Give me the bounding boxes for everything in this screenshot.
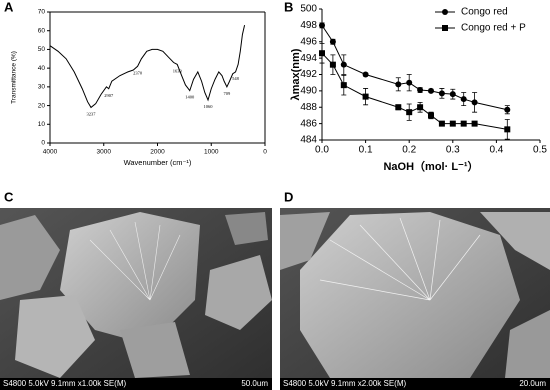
x-axis-label: NaOH（mol· L⁻¹） [383,160,478,173]
y-tick-label: 494 [300,53,317,64]
annotation: 1400 [185,95,195,100]
data-line [321,52,508,130]
image-caption: S4800 5.0kV 9.1mm x1.00k SE(M) [3,379,127,388]
y-tick-label: 490 [300,86,317,97]
data-point [471,99,478,106]
y-tick-label: 492 [300,69,317,80]
y-tick-label: 40 [38,65,46,72]
y-tick-label: 496 [300,36,317,47]
data-point [438,90,445,97]
x-tick-label: 0 [263,149,267,156]
data-line [321,25,508,111]
y-tick-label: 488 [300,102,317,113]
panel-label: D [284,189,293,204]
data-point [319,50,325,57]
data-point [428,87,434,94]
y-tick-label: 50 [38,46,46,53]
annotation: 709 [224,91,232,96]
annotation: 2907 [104,93,114,98]
y-axis-label: Transmittance (%) [11,51,18,104]
data-point [340,61,347,68]
y-tick-label: 20 [38,102,46,109]
y-tick-label: 498 [300,20,317,31]
sem-image [0,208,272,390]
data-point [471,120,478,127]
x-tick-label: 0.3 [446,145,460,156]
annotation: 2370 [133,70,143,75]
data-point [329,38,336,45]
image-caption: S4800 5.0kV 9.1mm x2.00k SE(M) [283,379,407,388]
x-tick-label: 2000 [150,149,165,156]
y-axis-label: λmax(nm) [290,48,302,100]
data-point [460,96,467,103]
data-point [438,120,445,127]
legend-marker [442,9,448,15]
scale-label: 20.0um [519,379,546,388]
data-point [449,120,456,127]
x-tick-label: 0.5 [533,145,547,156]
data-point [406,109,413,116]
x-tick-label: 1000 [204,149,219,156]
data-point [362,93,369,100]
data-point [406,79,413,86]
data-point [362,71,369,78]
x-tick-label: 0.0 [315,145,329,156]
panel-label: B [284,0,293,14]
data-point [504,106,511,113]
data-point [460,120,467,127]
x-tick-label: 0.2 [402,145,416,156]
legend-label: Congo red + P [461,23,526,34]
sem-image [280,208,550,390]
data-line [49,24,246,109]
legend-marker [442,25,448,31]
data-point [417,87,424,94]
y-tick-label: 484 [300,135,317,146]
data-point [417,104,424,111]
data-point [319,22,325,29]
x-tick-label: 0.4 [489,145,503,156]
legend-label: Congo red [461,7,508,18]
data-point [504,126,511,133]
scale-label: 50.0um [241,379,268,388]
x-tick-label: 0.1 [359,145,373,156]
data-point [428,112,434,119]
data-point [449,91,456,98]
y-tick-label: 0 [41,140,45,147]
data-point [395,104,402,111]
x-tick-label: 4000 [43,149,58,156]
y-tick-label: 70 [38,9,46,16]
panel-label: A [4,0,14,14]
annotation: 1060 [204,104,214,109]
x-axis-label: Wavenumber (cm⁻¹) [124,158,192,167]
data-point [340,82,347,89]
data-point [395,81,402,88]
annotation: 1633 [173,68,183,73]
y-tick-label: 30 [38,84,46,91]
y-tick-label: 60 [38,27,46,34]
y-tick-label: 486 [300,118,317,129]
y-tick-label: 500 [300,4,317,15]
annotation: 548 [232,76,240,81]
panel-label: C [4,189,14,204]
annotation: 3237 [87,111,97,116]
data-point [329,61,336,68]
x-tick-label: 3000 [97,149,112,156]
y-tick-label: 10 [38,121,46,128]
